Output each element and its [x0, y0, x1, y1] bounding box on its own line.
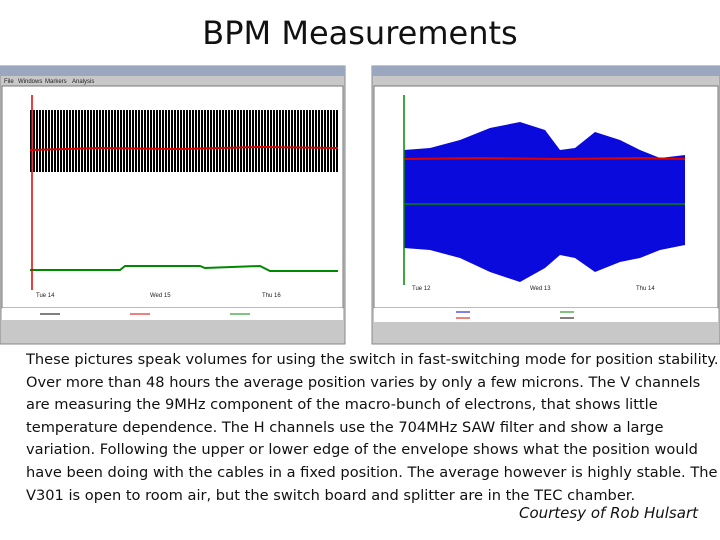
menu-item[interactable]: Analysis: [72, 79, 94, 85]
x-label: Thu 16: [262, 293, 281, 299]
screenshots: File Windows Markers Analysis Tue 14 Wed…: [0, 65, 720, 345]
x-label: Tue 12: [412, 286, 431, 292]
right-window: Tue 12 Wed 13 Thu 14: [371, 65, 720, 345]
x-label: Wed 15: [150, 293, 171, 299]
menu-item[interactable]: File: [4, 79, 14, 85]
body-line: temperature dependence. The H channels u…: [26, 418, 664, 436]
body-line: have been doing with the cables in a fix…: [26, 463, 718, 481]
body-text: These pictures speak volumes for using t…: [26, 349, 719, 507]
menu-item[interactable]: Windows: [18, 79, 42, 85]
slide-title: BPM Measurements: [202, 14, 518, 52]
body-line: are measuring the 9MHz component of the …: [26, 396, 658, 414]
menu-item[interactable]: Markers: [45, 79, 67, 85]
credit: Courtesy of Rob Hulsart: [518, 504, 698, 522]
x-label: Wed 13: [530, 286, 551, 292]
body-line: variation. Following the upper or lower …: [26, 441, 698, 459]
body-line: These pictures speak volumes for using t…: [26, 351, 719, 368]
left-window: File Windows Markers Analysis Tue 14 Wed…: [0, 65, 346, 345]
x-label: Tue 14: [36, 293, 55, 299]
x-label: Thu 14: [636, 286, 655, 292]
body-line: Over more than 48 hours the average posi…: [26, 373, 701, 391]
body-line: V301 is open to room air, but the switch…: [26, 486, 636, 504]
